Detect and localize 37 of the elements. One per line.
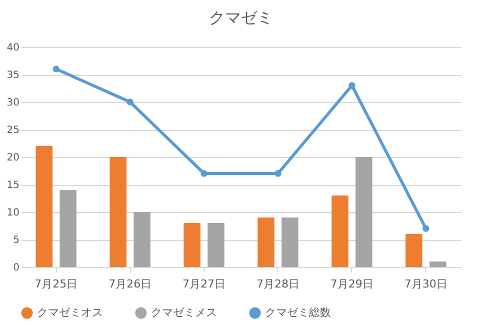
bar bbox=[282, 218, 298, 267]
x-tick-label: 7月28日 bbox=[256, 278, 300, 290]
legend-label: クマゼミ総数 bbox=[265, 306, 331, 319]
bar bbox=[36, 146, 53, 267]
point bbox=[348, 82, 356, 89]
y-tick-label: 35 bbox=[6, 70, 20, 81]
y-tick-label: 20 bbox=[6, 152, 20, 164]
bar bbox=[110, 157, 126, 267]
bar bbox=[356, 157, 372, 267]
bar bbox=[184, 223, 200, 267]
x-tick-label: 7月27日 bbox=[182, 278, 226, 290]
y-tick-label: 40 bbox=[6, 42, 20, 54]
x-tick-label: 7月25日 bbox=[34, 278, 78, 290]
x-tick-label: 7月26日 bbox=[108, 278, 152, 290]
y-tick-label: 15 bbox=[6, 180, 20, 191]
y-tick-label: 25 bbox=[6, 125, 20, 136]
bar bbox=[429, 262, 446, 267]
bar bbox=[406, 234, 422, 267]
point bbox=[422, 225, 430, 232]
bar bbox=[60, 190, 76, 267]
bar bbox=[134, 212, 150, 267]
point bbox=[200, 170, 208, 177]
y-tick-label: 30 bbox=[6, 98, 20, 108]
point bbox=[274, 170, 282, 177]
x-tick-label: 7月29日 bbox=[330, 278, 374, 290]
point bbox=[52, 66, 60, 72]
bar bbox=[332, 196, 348, 267]
legend-label: クマゼミメス bbox=[151, 306, 217, 319]
chart-title: クマゼミ bbox=[209, 8, 273, 27]
legend-label: クマゼミオス bbox=[37, 306, 103, 319]
point bbox=[126, 98, 134, 106]
bar bbox=[208, 223, 224, 267]
bar bbox=[258, 218, 274, 267]
x-tick-label: 7月30日 bbox=[404, 278, 448, 290]
y-tick-label: 5 bbox=[13, 235, 20, 246]
y-tick-label: 0 bbox=[13, 262, 20, 274]
y-tick-label: 10 bbox=[6, 208, 20, 218]
